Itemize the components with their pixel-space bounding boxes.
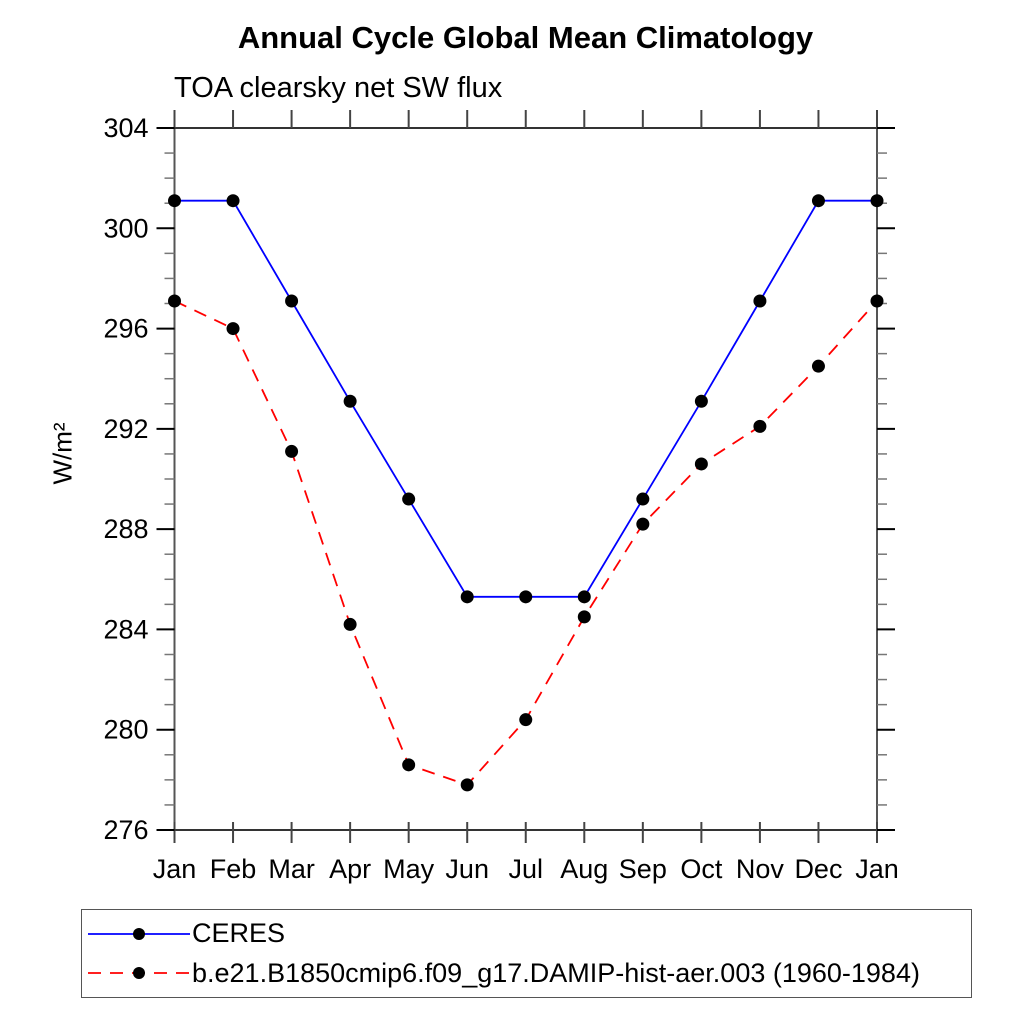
chart-title: Annual Cycle Global Mean Climatology [237, 20, 814, 55]
x-tick-label: Jul [508, 854, 543, 884]
x-tick-label: Jan [855, 854, 899, 884]
x-tick-label: Nov [736, 854, 785, 884]
y-tick-label: 296 [103, 314, 148, 344]
y-tick-label: 276 [103, 815, 148, 845]
x-tick-label: Jun [445, 854, 489, 884]
legend: CERES b.e21.B1850cmip6.f09_g17.DAMIP-his… [81, 909, 972, 998]
ceres-marker [460, 590, 474, 604]
x-tick-label: Mar [268, 854, 315, 884]
model-marker [870, 294, 884, 308]
chart-subtitle: TOA clearsky net SW flux [174, 72, 503, 104]
ceres-marker [285, 294, 299, 308]
x-tick-label: Apr [329, 854, 371, 884]
model-marker [636, 517, 650, 531]
ceres-marker [519, 590, 533, 604]
model-line [174, 300, 878, 786]
x-tick-label: May [383, 854, 435, 884]
y-tick-label: 300 [103, 213, 148, 243]
ceres-marker [577, 590, 591, 604]
model-marker [577, 610, 591, 624]
ceres-marker [402, 492, 416, 506]
ceres-marker [226, 194, 240, 208]
x-tick-label: Feb [210, 854, 257, 884]
x-tick-label: Sep [619, 854, 667, 884]
model-marker [519, 713, 533, 727]
legend-item-ceres: CERES [86, 918, 971, 949]
ceres-line-sample [88, 927, 190, 940]
y-tick-label: 280 [103, 715, 148, 745]
x-tick-label: Jan [153, 854, 197, 884]
model-marker [285, 444, 299, 458]
ceres-sample-marker [133, 927, 145, 940]
model-marker [694, 457, 708, 471]
model-marker [226, 322, 240, 336]
model-line-sample [88, 967, 190, 980]
y-tick-label: 284 [103, 614, 148, 644]
model-marker [168, 294, 181, 308]
model-sample-marker [133, 967, 145, 980]
x-tick-label: Aug [560, 854, 608, 884]
model-marker [402, 758, 416, 772]
ceres-marker [168, 194, 181, 208]
legend-label-ceres: CERES [192, 918, 286, 949]
ceres-marker [753, 294, 767, 308]
ceres-line [174, 199, 877, 598]
model-marker [753, 419, 767, 433]
ceres-marker [870, 194, 884, 208]
legend-label-model: b.e21.B1850cmip6.f09_g17.DAMIP-hist-aer.… [192, 957, 920, 988]
ceres-marker [811, 194, 825, 208]
ceres-marker [343, 394, 357, 408]
model-marker [811, 359, 825, 373]
legend-item-model: b.e21.B1850cmip6.f09_g17.DAMIP-hist-aer.… [86, 958, 971, 989]
y-tick-label: 288 [103, 514, 148, 544]
model-marker [460, 778, 474, 792]
x-tick-label: Dec [794, 854, 842, 884]
y-tick-label: 304 [103, 113, 148, 143]
model-marker [343, 617, 357, 631]
ceres-marker [694, 394, 708, 408]
y-tick-label: 292 [103, 414, 148, 444]
ceres-marker [636, 492, 650, 506]
x-tick-label: Oct [680, 854, 723, 884]
